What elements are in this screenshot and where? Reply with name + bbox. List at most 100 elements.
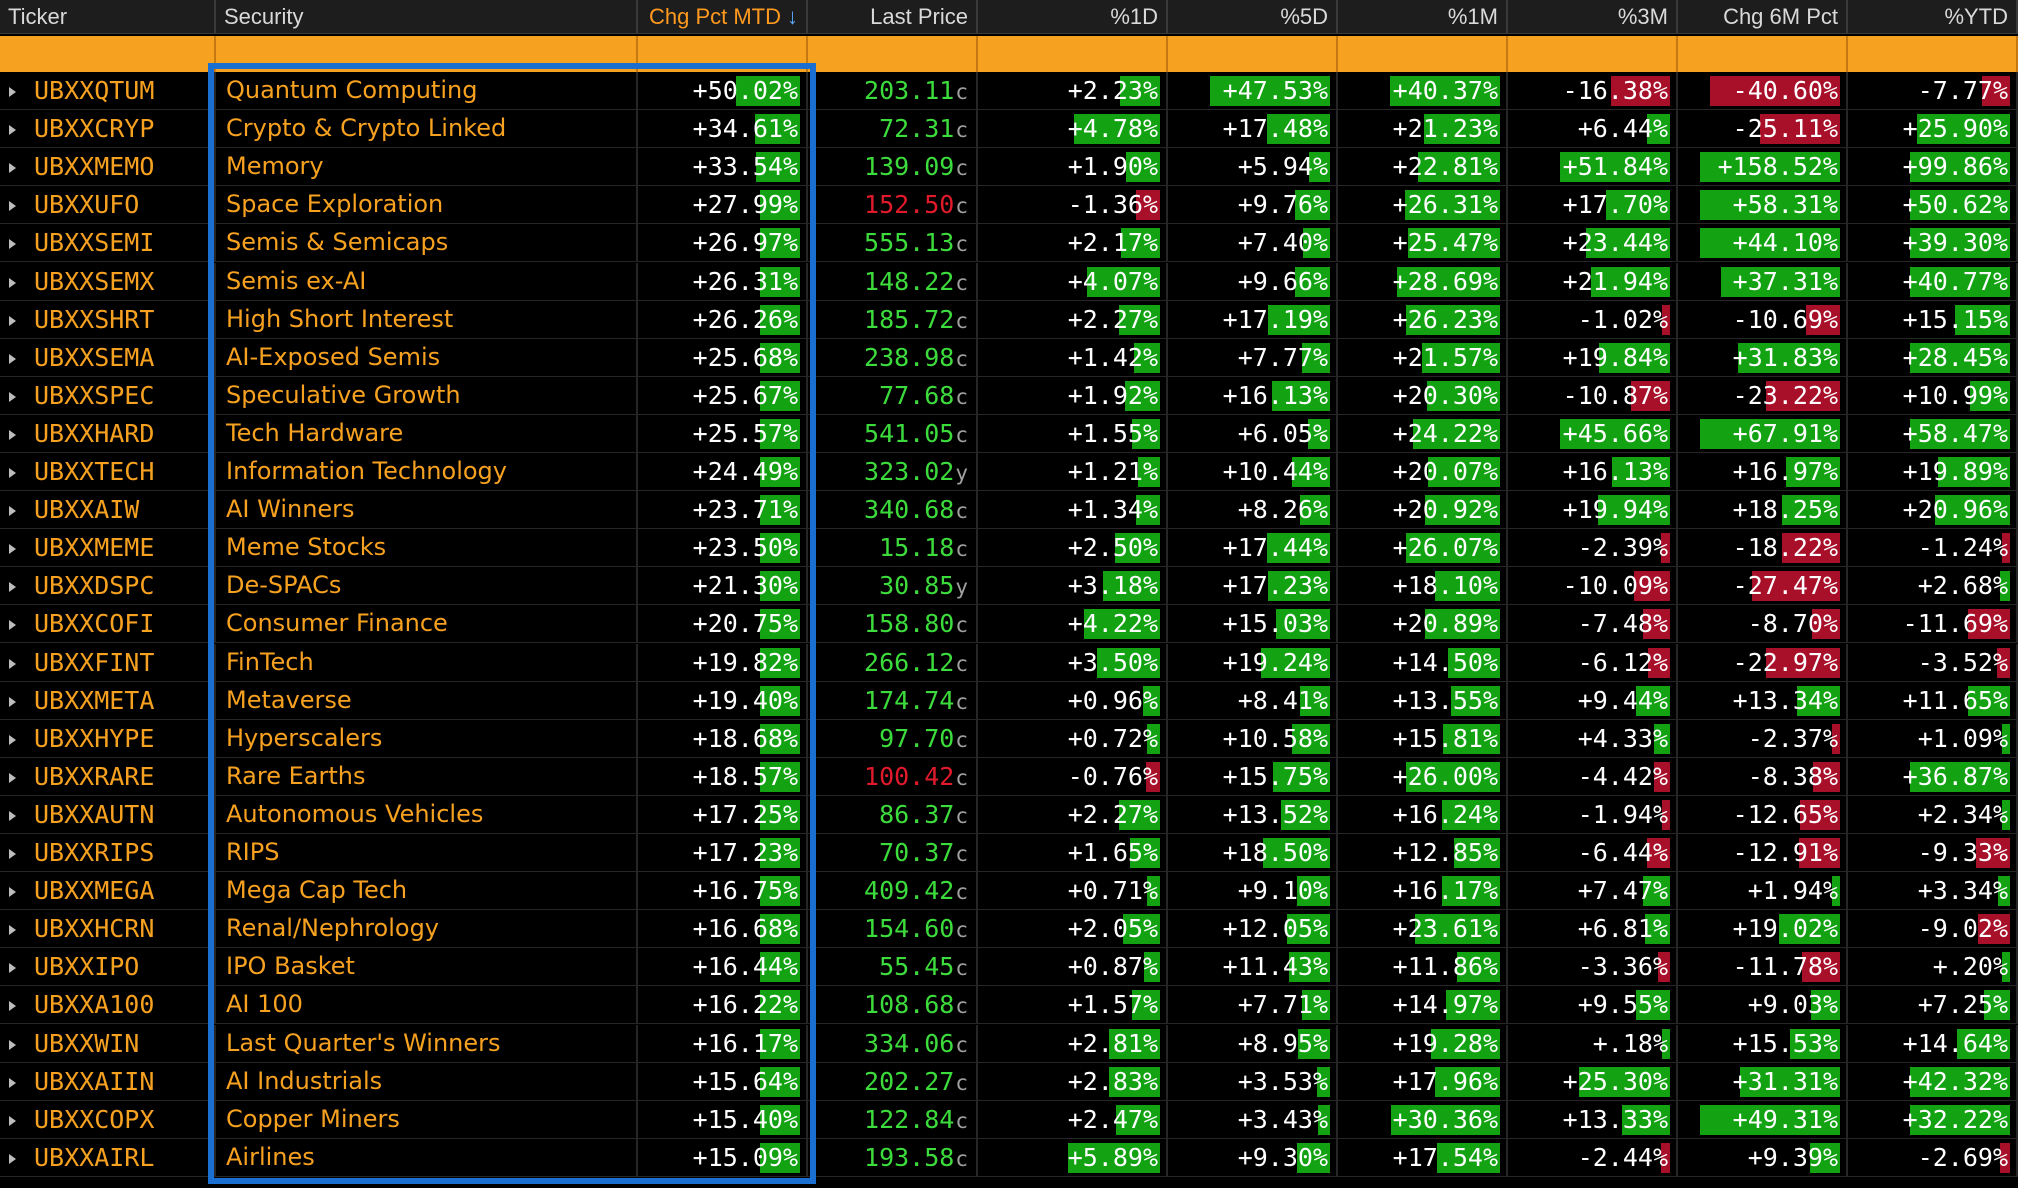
table-row[interactable]: UBXXQTUM Quantum Computing +50.02% 203.11c +… (0, 72, 2018, 110)
expand-arrow-icon[interactable] (9, 277, 16, 288)
table-row[interactable]: UBXXSEMA AI-Exposed Semis +25.68% 238.98c +1… (0, 338, 2018, 377)
expand-arrow-icon[interactable] (9, 468, 16, 478)
ticker-cell[interactable]: UBXXAUTN (0, 795, 216, 834)
security-name[interactable]: AI Winners (216, 491, 638, 530)
security-name[interactable]: Meme Stocks (216, 529, 638, 568)
filter-cell-mtd[interactable] (638, 36, 808, 72)
ticker-cell[interactable]: UBXXHCRN (0, 910, 216, 949)
security-name[interactable]: Tech Hardware (216, 414, 638, 453)
security-name[interactable]: IPO Basket (216, 948, 638, 987)
security-name[interactable]: Copper Miners (216, 1100, 638, 1139)
ticker-cell[interactable]: UBXXRARE (0, 757, 216, 796)
expand-arrow-icon[interactable] (9, 1001, 16, 1012)
security-name[interactable]: Semis & Semicaps (216, 224, 638, 263)
filter-cell-security[interactable] (216, 36, 638, 72)
ticker-cell[interactable]: UBXXCOFI (0, 605, 216, 644)
expand-arrow-icon[interactable] (9, 734, 16, 745)
table-row[interactable]: UBXXWIN Last Quarter's Winners +16.17% 334.… (0, 1024, 2018, 1063)
expand-arrow-icon[interactable] (9, 1153, 16, 1164)
ticker-cell[interactable]: UBXXSEMA (0, 338, 216, 377)
table-row[interactable]: UBXXAIW AI Winners +23.71% 340.68c +1.34% +8.… (0, 491, 2018, 530)
expand-arrow-icon[interactable] (9, 87, 16, 97)
security-name[interactable]: Metaverse (216, 681, 638, 720)
security-name[interactable]: AI-Exposed Semis (216, 338, 638, 377)
filter-cell-m1[interactable] (1338, 36, 1508, 72)
ticker-cell[interactable]: UBXXSEMX (0, 262, 216, 301)
table-row[interactable]: UBXXCRYP Crypto & Crypto Linked +34.61% 72.… (0, 110, 2018, 149)
expand-arrow-icon[interactable] (9, 239, 16, 250)
ticker-cell[interactable]: UBXXWIN (0, 1024, 216, 1063)
expand-arrow-icon[interactable] (9, 201, 16, 212)
expand-arrow-icon[interactable] (9, 620, 16, 631)
ticker-cell[interactable]: UBXXMEMO (0, 148, 216, 187)
ticker-cell[interactable]: UBXXHARD (0, 414, 216, 453)
ticker-cell[interactable]: UBXXMEME (0, 529, 216, 568)
expand-arrow-icon[interactable] (9, 963, 16, 974)
ticker-cell[interactable]: UBXXCOPX (0, 1100, 216, 1139)
security-name[interactable]: De-SPACs (216, 567, 638, 606)
ticker-cell[interactable]: UBXXSPEC (0, 376, 216, 415)
table-row[interactable]: UBXXMEMO Memory +33.54% 139.09c +1.90% +5.94%… (0, 148, 2018, 187)
ticker-cell[interactable]: UBXXA100 (0, 986, 216, 1025)
security-name[interactable]: AI 100 (216, 986, 638, 1025)
security-name[interactable]: Crypto & Crypto Linked (216, 110, 638, 149)
table-row[interactable]: UBXXSEMI Semis & Semicaps +26.97% 555.13c +2… (0, 224, 2018, 263)
table-row[interactable]: UBXXUFO Space Exploration +27.99% 152.50c -1… (0, 186, 2018, 225)
expand-arrow-icon[interactable] (9, 544, 16, 555)
table-row[interactable]: UBXXMEME Meme Stocks +23.50% 15.18c +2.50% +1… (0, 529, 2018, 568)
column-header-security[interactable]: Security (216, 0, 638, 34)
security-name[interactable]: Mega Cap Tech (216, 872, 638, 911)
column-header-m3[interactable]: %3M (1508, 0, 1678, 34)
filter-cell-ticker[interactable] (0, 36, 216, 72)
ticker-cell[interactable]: UBXXAIIN (0, 1062, 216, 1101)
security-name[interactable]: AI Industrials (216, 1062, 638, 1101)
ticker-cell[interactable]: UBXXIPO (0, 948, 216, 987)
column-header-d1[interactable]: %1D (978, 0, 1168, 34)
security-name[interactable]: RIPS (216, 834, 638, 872)
table-row[interactable]: UBXXIPO IPO Basket +16.44% 55.45c +0.87% +11.… (0, 948, 2018, 987)
table-row[interactable]: UBXXSPEC Speculative Growth +25.67% 77.68c +… (0, 376, 2018, 415)
expand-arrow-icon[interactable] (9, 506, 16, 517)
expand-arrow-icon[interactable] (9, 163, 16, 174)
security-name[interactable]: High Short Interest (216, 300, 638, 339)
ticker-cell[interactable]: UBXXSEMI (0, 224, 216, 263)
filter-cell-m3[interactable] (1508, 36, 1678, 72)
expand-arrow-icon[interactable] (9, 353, 16, 364)
filter-cell-d5[interactable] (1168, 36, 1338, 72)
table-row[interactable]: UBXXSEMX Semis ex-AI +26.31% 148.22c +4.07% +… (0, 262, 2018, 301)
security-name[interactable]: Consumer Finance (216, 605, 638, 644)
table-row[interactable]: UBXXSHRT High Short Interest +26.26% 185.72… (0, 300, 2018, 339)
expand-arrow-icon[interactable] (9, 658, 16, 669)
ticker-cell[interactable]: UBXXTECH (0, 453, 216, 491)
filter-cell-d1[interactable] (978, 36, 1168, 72)
column-header-ticker[interactable]: Ticker (0, 0, 216, 34)
security-name[interactable]: Quantum Computing (216, 72, 638, 110)
filter-cell-m6[interactable] (1678, 36, 1848, 72)
column-header-ytd[interactable]: %YTD (1848, 0, 2018, 34)
column-header-last[interactable]: Last Price (808, 0, 978, 34)
expand-arrow-icon[interactable] (9, 1115, 16, 1126)
security-name[interactable]: Speculative Growth (216, 376, 638, 415)
table-row[interactable]: UBXXTECH Information Technology +24.49% 323… (0, 453, 2018, 491)
table-row[interactable]: UBXXCOPX Copper Miners +15.40% 122.84c +2.47… (0, 1100, 2018, 1139)
ticker-cell[interactable]: UBXXFINT (0, 643, 216, 682)
security-name[interactable]: Autonomous Vehicles (216, 795, 638, 834)
expand-arrow-icon[interactable] (9, 391, 16, 402)
table-row[interactable]: UBXXA100 AI 100 +16.22% 108.68c +1.57% +7.71%… (0, 986, 2018, 1025)
filter-cell-last[interactable] (808, 36, 978, 72)
ticker-cell[interactable]: UBXXQTUM (0, 72, 216, 110)
expand-arrow-icon[interactable] (9, 125, 16, 136)
ticker-cell[interactable]: UBXXUFO (0, 186, 216, 225)
expand-arrow-icon[interactable] (9, 582, 16, 593)
ticker-cell[interactable]: UBXXAIRL (0, 1138, 216, 1177)
expand-arrow-icon[interactable] (9, 810, 16, 821)
security-name[interactable]: FinTech (216, 643, 638, 682)
expand-arrow-icon[interactable] (9, 925, 16, 936)
ticker-cell[interactable]: UBXXSHRT (0, 300, 216, 339)
expand-arrow-icon[interactable] (9, 1039, 16, 1050)
ticker-cell[interactable]: UBXXHYPE (0, 719, 216, 758)
security-name[interactable]: Last Quarter's Winners (216, 1024, 638, 1063)
ticker-cell[interactable]: UBXXMEGA (0, 872, 216, 911)
table-row[interactable]: UBXXHCRN Renal/Nephrology +16.68% 154.60c +2… (0, 910, 2018, 949)
ticker-cell[interactable]: UBXXMETA (0, 681, 216, 720)
